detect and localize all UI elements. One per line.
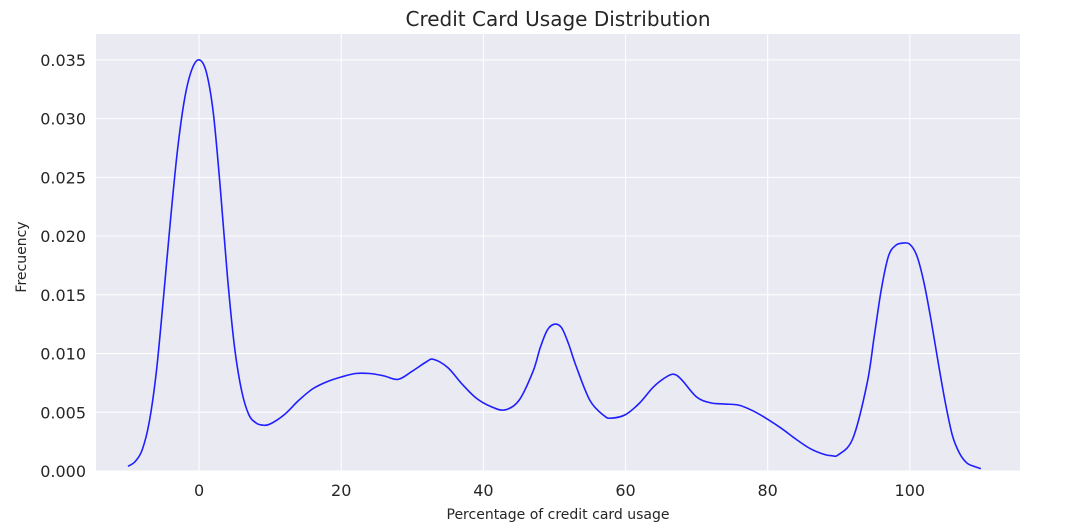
x-tick-label: 100	[895, 481, 926, 500]
y-tick-label: 0.010	[40, 345, 86, 364]
y-tick-label: 0.020	[40, 227, 86, 246]
y-tick-label: 0.035	[40, 51, 86, 70]
x-tick-label: 60	[615, 481, 635, 500]
y-tick-labels: 0.000 0.005 0.010 0.015 0.020 0.025 0.030 0.035	[40, 51, 86, 481]
y-axis-label: Frecuency	[14, 221, 30, 292]
chart-title: Credit Card Usage Distribution	[406, 7, 711, 31]
y-tick-label: 0.025	[40, 168, 86, 187]
x-tick-labels: 0 20 40 60 80 100	[194, 481, 925, 500]
y-tick-label: 0.015	[40, 286, 86, 305]
x-tick-label: 80	[757, 481, 777, 500]
x-tick-label: 0	[194, 481, 204, 500]
x-tick-label: 40	[473, 481, 493, 500]
plot-area	[96, 34, 1020, 471]
y-tick-label: 0.030	[40, 110, 86, 129]
y-tick-label: 0.000	[40, 462, 86, 481]
density-curve-line	[127, 59, 982, 470]
x-axis-label: Percentage of credit card usage	[447, 507, 670, 523]
y-tick-label: 0.005	[40, 403, 86, 422]
x-tick-label: 20	[331, 481, 351, 500]
grid-lines	[96, 34, 1020, 472]
